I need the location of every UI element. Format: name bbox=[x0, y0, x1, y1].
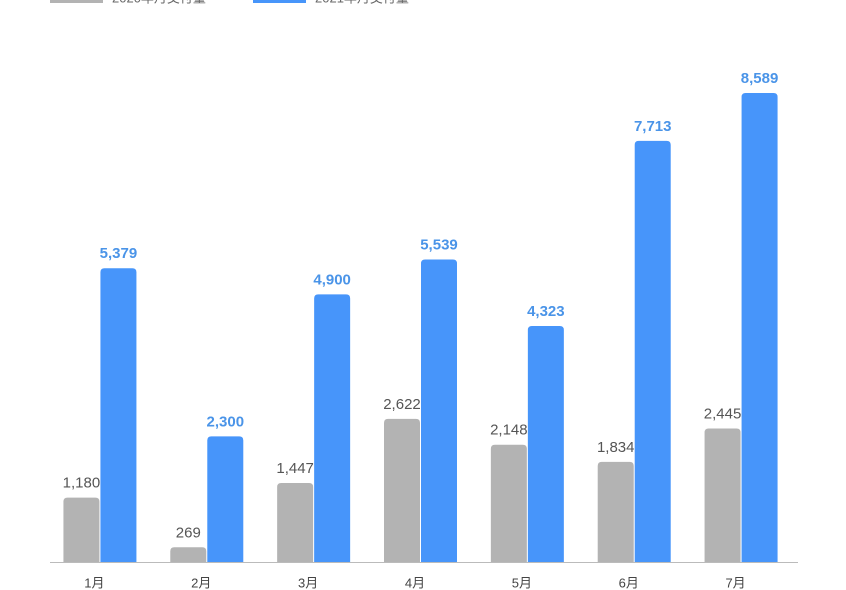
x-tick-label: 7月 bbox=[725, 575, 745, 590]
x-tick-label: 2月 bbox=[191, 575, 211, 590]
bar bbox=[314, 294, 351, 562]
value-label: 2,445 bbox=[704, 405, 742, 422]
bar bbox=[490, 444, 527, 562]
value-label: 2,300 bbox=[207, 413, 245, 430]
value-label: 2,622 bbox=[383, 396, 421, 413]
bar bbox=[100, 268, 137, 562]
bar bbox=[634, 140, 671, 562]
value-label: 269 bbox=[176, 524, 201, 541]
bar bbox=[527, 325, 564, 562]
x-tick-label: 4月 bbox=[405, 575, 425, 590]
legend-swatch bbox=[253, 0, 306, 3]
bar bbox=[421, 259, 457, 562]
bar bbox=[207, 436, 244, 562]
legend-label: 2020年月交付量 bbox=[112, 0, 206, 5]
value-label: 5,539 bbox=[420, 237, 458, 254]
value-label: 7,713 bbox=[634, 118, 672, 135]
value-label: 5,379 bbox=[100, 245, 138, 262]
x-tick-label: 3月 bbox=[298, 575, 318, 590]
bar bbox=[63, 497, 100, 562]
x-tick-label: 1月 bbox=[84, 575, 104, 590]
value-label: 2,148 bbox=[490, 422, 528, 439]
bar bbox=[704, 428, 741, 562]
value-label: 1,447 bbox=[276, 460, 314, 477]
value-label: 8,589 bbox=[741, 70, 779, 87]
x-tick-label: 5月 bbox=[512, 575, 532, 590]
value-label: 4,900 bbox=[313, 271, 351, 288]
value-label: 1,180 bbox=[63, 475, 101, 492]
x-tick-label: 6月 bbox=[619, 575, 639, 590]
bar bbox=[277, 482, 314, 562]
bar bbox=[170, 547, 207, 562]
value-label: 4,323 bbox=[527, 303, 565, 320]
legend-swatch bbox=[50, 0, 103, 3]
bar bbox=[597, 461, 634, 562]
legend-label: 2021年月交付量 bbox=[315, 0, 409, 5]
bar bbox=[741, 93, 778, 562]
bar bbox=[384, 418, 420, 562]
value-label: 1,834 bbox=[597, 439, 635, 456]
